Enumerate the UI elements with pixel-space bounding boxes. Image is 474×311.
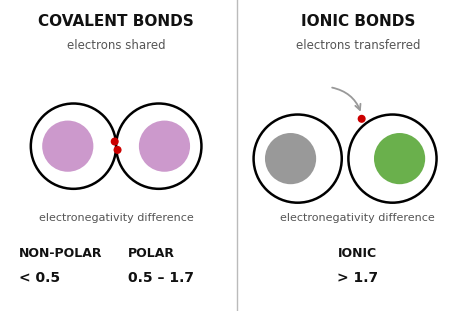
- Text: electrons shared: electrons shared: [67, 39, 165, 52]
- Circle shape: [42, 121, 93, 172]
- Circle shape: [254, 114, 342, 203]
- Text: NON-POLAR: NON-POLAR: [19, 247, 102, 260]
- Circle shape: [111, 138, 118, 145]
- Circle shape: [265, 133, 316, 184]
- Text: COVALENT BONDS: COVALENT BONDS: [38, 14, 194, 29]
- Circle shape: [358, 115, 365, 122]
- Text: POLAR: POLAR: [128, 247, 175, 260]
- Text: IONIC: IONIC: [338, 247, 377, 260]
- Circle shape: [31, 104, 116, 189]
- Circle shape: [114, 146, 121, 153]
- Text: 0.5 – 1.7: 0.5 – 1.7: [128, 271, 194, 285]
- Text: IONIC BONDS: IONIC BONDS: [301, 14, 415, 29]
- Circle shape: [348, 114, 437, 203]
- Circle shape: [139, 121, 190, 172]
- Text: > 1.7: > 1.7: [337, 271, 378, 285]
- Circle shape: [374, 133, 425, 184]
- Circle shape: [116, 104, 201, 189]
- Text: electrons transferred: electrons transferred: [296, 39, 420, 52]
- Text: electronegativity difference: electronegativity difference: [281, 213, 435, 223]
- Text: electronegativity difference: electronegativity difference: [39, 213, 193, 223]
- Text: < 0.5: < 0.5: [19, 271, 60, 285]
